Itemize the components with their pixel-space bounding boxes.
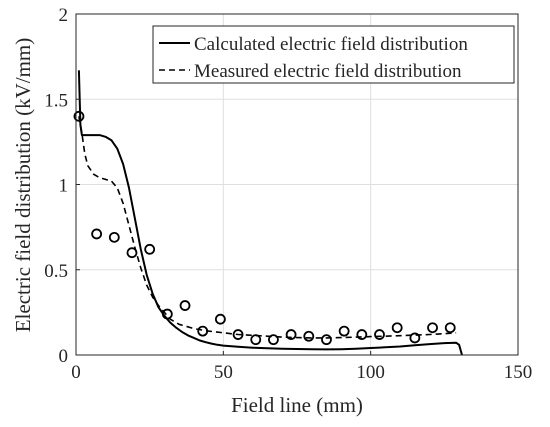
measured-point-marker <box>338 325 350 337</box>
measured-point-marker <box>144 243 156 255</box>
measured-point-marker <box>232 329 244 340</box>
ticks: 0 50 100 150 0 0.5 1 1.5 2 <box>44 5 532 383</box>
measured-point-marker <box>73 110 85 122</box>
x-axis-label: Field line (mm) <box>231 393 363 417</box>
legend-label-calculated: Calculated electric field distribution <box>194 34 468 55</box>
measured-point-marker <box>108 231 120 243</box>
measured-point-marker <box>303 330 315 342</box>
x-tick-label: 50 <box>214 362 233 383</box>
plot-data <box>73 70 463 356</box>
measured-series-line <box>78 116 457 339</box>
measured-point-marker <box>197 325 209 337</box>
measured-point-marker <box>161 308 173 320</box>
calculated-series-line <box>77 70 463 356</box>
y-axis-label: Electric field distribution (kV/mm) <box>11 38 35 333</box>
measured-point-marker <box>444 322 456 334</box>
measured-point-marker <box>427 322 438 334</box>
measured-point-marker <box>321 334 332 346</box>
measured-point-marker <box>356 329 368 340</box>
legend: Calculated electric field distribution M… <box>152 25 515 84</box>
measured-point-marker <box>179 300 191 311</box>
measured-point-marker <box>268 334 279 346</box>
y-tick-label: 1 <box>59 176 69 197</box>
legend-label-measured: Measured electric field distribution <box>194 61 462 82</box>
x-tick-label: 100 <box>356 362 385 383</box>
x-tick-label: 150 <box>504 362 533 383</box>
measured-point-marker <box>126 247 138 259</box>
y-tick-label: 1.5 <box>44 90 68 111</box>
measured-point-marker <box>214 313 226 325</box>
x-tick-label: 0 <box>71 362 81 383</box>
measured-point-marker <box>409 332 421 344</box>
y-tick-label: 0.5 <box>44 261 68 282</box>
measured-point-marker <box>374 329 385 340</box>
measured-point-marker <box>391 322 403 334</box>
y-tick-label: 2 <box>59 5 69 26</box>
legend-box <box>152 25 515 84</box>
measured-point-marker <box>91 228 103 240</box>
measured-point-marker <box>285 329 297 340</box>
y-tick-label: 0 <box>59 346 69 367</box>
measured-point-marker <box>250 334 262 346</box>
